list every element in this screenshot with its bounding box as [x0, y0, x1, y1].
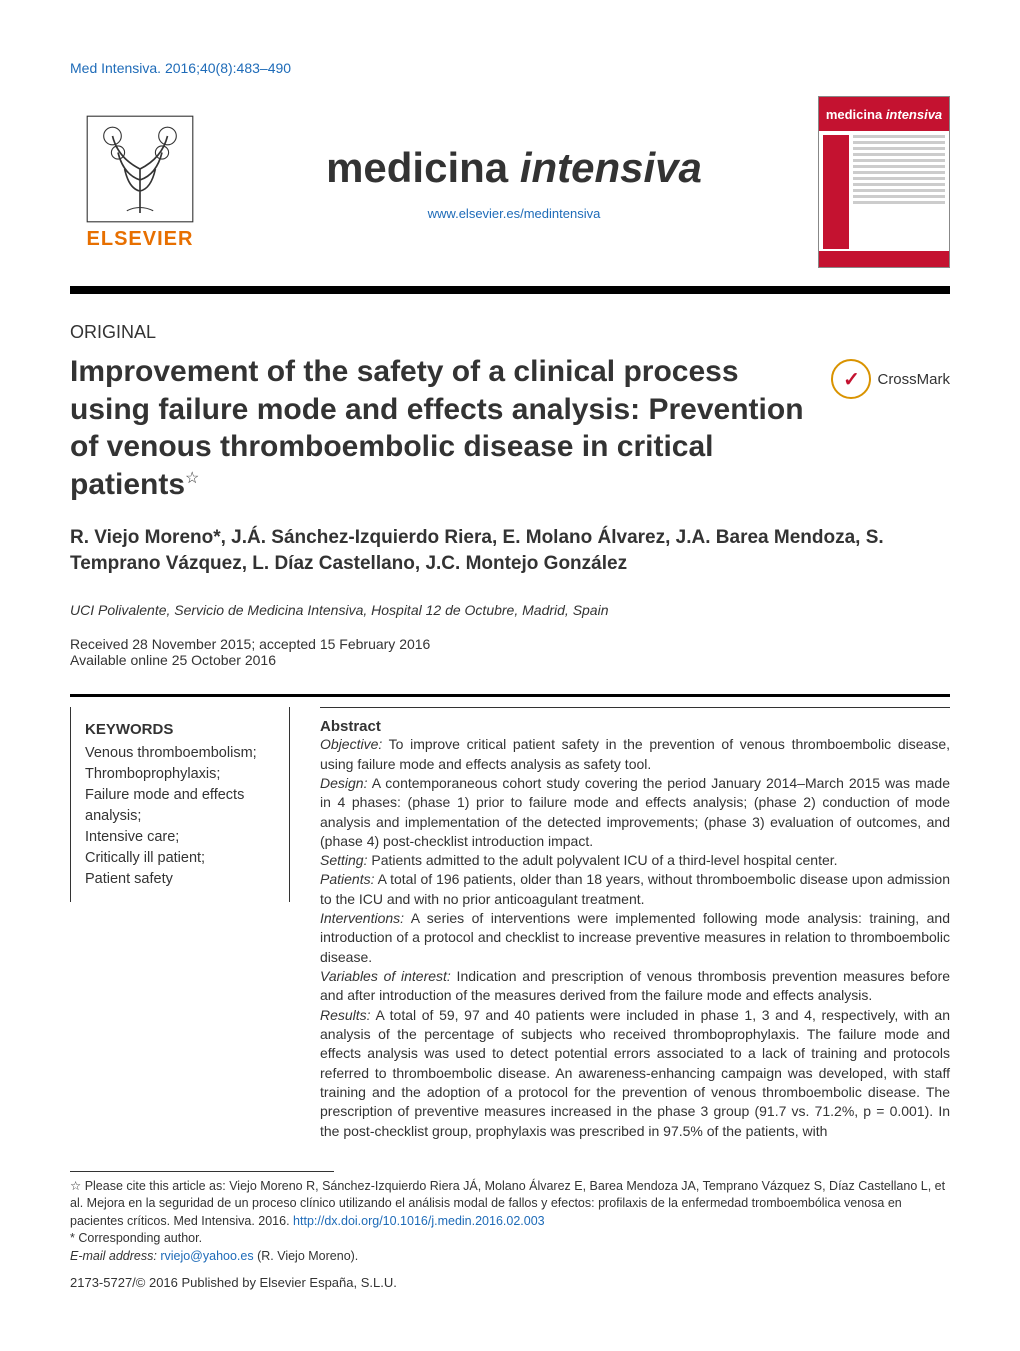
abstract-label: Interventions: — [320, 910, 404, 926]
crossmark-widget[interactable]: ✓ CrossMark — [831, 353, 950, 399]
article-dates: Received 28 November 2015; accepted 15 F… — [70, 636, 950, 668]
publisher-logo: ELSEVIER — [70, 114, 210, 251]
page-root: Med Intensiva. 2016;40(8):483–490 ELSEVI… — [0, 0, 1020, 1330]
abstract-column: Abstract Objective: To improve critical … — [320, 707, 950, 1141]
author-email-link[interactable]: rviejo@yahoo.es — [160, 1249, 253, 1263]
footnote-corresponding: * Corresponding author. — [70, 1230, 950, 1248]
journal-title: medicina intensiva — [210, 144, 818, 192]
abstract-label: Design: — [320, 775, 367, 791]
crossmark-icon: ✓ — [831, 359, 871, 399]
divider-bar — [70, 286, 950, 294]
masthead: ELSEVIER medicina intensiva www.elsevier… — [70, 96, 950, 268]
title-footnote-star: ☆ — [185, 470, 199, 487]
article-title-text: Improvement of the safety of a clinical … — [70, 355, 804, 501]
email-label: E-mail address: — [70, 1249, 160, 1263]
footnote-star: ☆ — [70, 1179, 81, 1193]
publisher-name: ELSEVIER — [87, 228, 194, 251]
elsevier-tree-icon — [85, 114, 195, 224]
title-row: Improvement of the safety of a clinical … — [70, 353, 950, 503]
article-type-label: ORIGINAL — [70, 322, 950, 343]
footnote-rule — [70, 1171, 334, 1172]
abstract-label: Results: — [320, 1007, 371, 1023]
article-title: Improvement of the safety of a clinical … — [70, 353, 811, 503]
abstract-heading: Abstract — [320, 718, 950, 735]
keyword-item: Thromboprophylaxis; — [85, 764, 275, 785]
affiliation: UCI Polivalente, Servicio de Medicina In… — [70, 602, 950, 618]
abstract-text: A total of 59, 97 and 40 patients were i… — [320, 1007, 950, 1139]
footnote-corresp-text: Corresponding author. — [75, 1231, 202, 1245]
cover-title-plain: medicina — [826, 107, 882, 122]
cover-title: medicina intensiva — [819, 97, 949, 131]
crossmark-label: CrossMark — [877, 371, 950, 388]
top-citation-link[interactable]: Med Intensiva. 2016;40(8):483–490 — [70, 60, 950, 76]
footnote-citeas: ☆ Please cite this article as: Viejo Mor… — [70, 1178, 950, 1231]
abstract-results: Results: A total of 59, 97 and 40 patien… — [320, 1006, 950, 1141]
abstract-label: Setting: — [320, 852, 367, 868]
abstract-interventions: Interventions: A series of interventions… — [320, 909, 950, 967]
journal-title-plain: medicina — [326, 144, 520, 191]
abstract-variables: Variables of interest: Indication and pr… — [320, 967, 950, 1006]
keyword-item: Intensive care; — [85, 827, 275, 848]
journal-cover-thumbnail: medicina intensiva — [818, 96, 950, 268]
abstract-text: A total of 196 patients, older than 18 y… — [320, 871, 950, 906]
abstract-design: Design: A contemporaneous cohort study c… — [320, 774, 950, 851]
abstract-label: Variables of interest: — [320, 968, 451, 984]
abstract-label: Patients: — [320, 871, 374, 887]
received-date: Received 28 November 2015; accepted 15 F… — [70, 636, 950, 652]
content-divider — [70, 694, 950, 697]
journal-url-link[interactable]: www.elsevier.es/medintensiva — [210, 206, 818, 221]
doi-link[interactable]: http://dx.doi.org/10.1016/j.medin.2016.0… — [293, 1214, 545, 1228]
abstract-label: Objective: — [320, 736, 382, 752]
abstract-text: Patients admitted to the adult polyvalen… — [367, 852, 837, 868]
authors-list: R. Viejo Moreno*, J.Á. Sánchez-Izquierdo… — [70, 525, 950, 576]
abstract-text: A contemporaneous cohort study covering … — [320, 775, 950, 849]
footnote-email: E-mail address: rviejo@yahoo.es (R. Viej… — [70, 1248, 950, 1266]
abstract-setting: Setting: Patients admitted to the adult … — [320, 851, 950, 870]
copyright-line: 2173-5727/© 2016 Published by Elsevier E… — [70, 1275, 950, 1290]
cover-title-italic: intensiva — [886, 107, 942, 122]
keyword-item: Patient safety — [85, 869, 275, 890]
email-author-name: (R. Viejo Moreno). — [254, 1249, 359, 1263]
journal-title-italic: intensiva — [520, 144, 702, 191]
available-online-date: Available online 25 October 2016 — [70, 652, 950, 668]
keywords-box: KEYWORDS Venous thromboembolism; Thrombo… — [70, 707, 290, 902]
abstract-patients: Patients: A total of 196 patients, older… — [320, 870, 950, 909]
keywords-heading: KEYWORDS — [85, 719, 275, 741]
abstract-text: To improve critical patient safety in th… — [320, 736, 950, 771]
keyword-item: Failure mode and effects analysis; — [85, 785, 275, 827]
content-row: KEYWORDS Venous thromboembolism; Thrombo… — [70, 707, 950, 1141]
keyword-item: Venous thromboembolism; — [85, 743, 275, 764]
abstract-text: A series of interventions were implement… — [320, 910, 950, 965]
keyword-item: Critically ill patient; — [85, 848, 275, 869]
abstract-objective: Objective: To improve critical patient s… — [320, 735, 950, 774]
